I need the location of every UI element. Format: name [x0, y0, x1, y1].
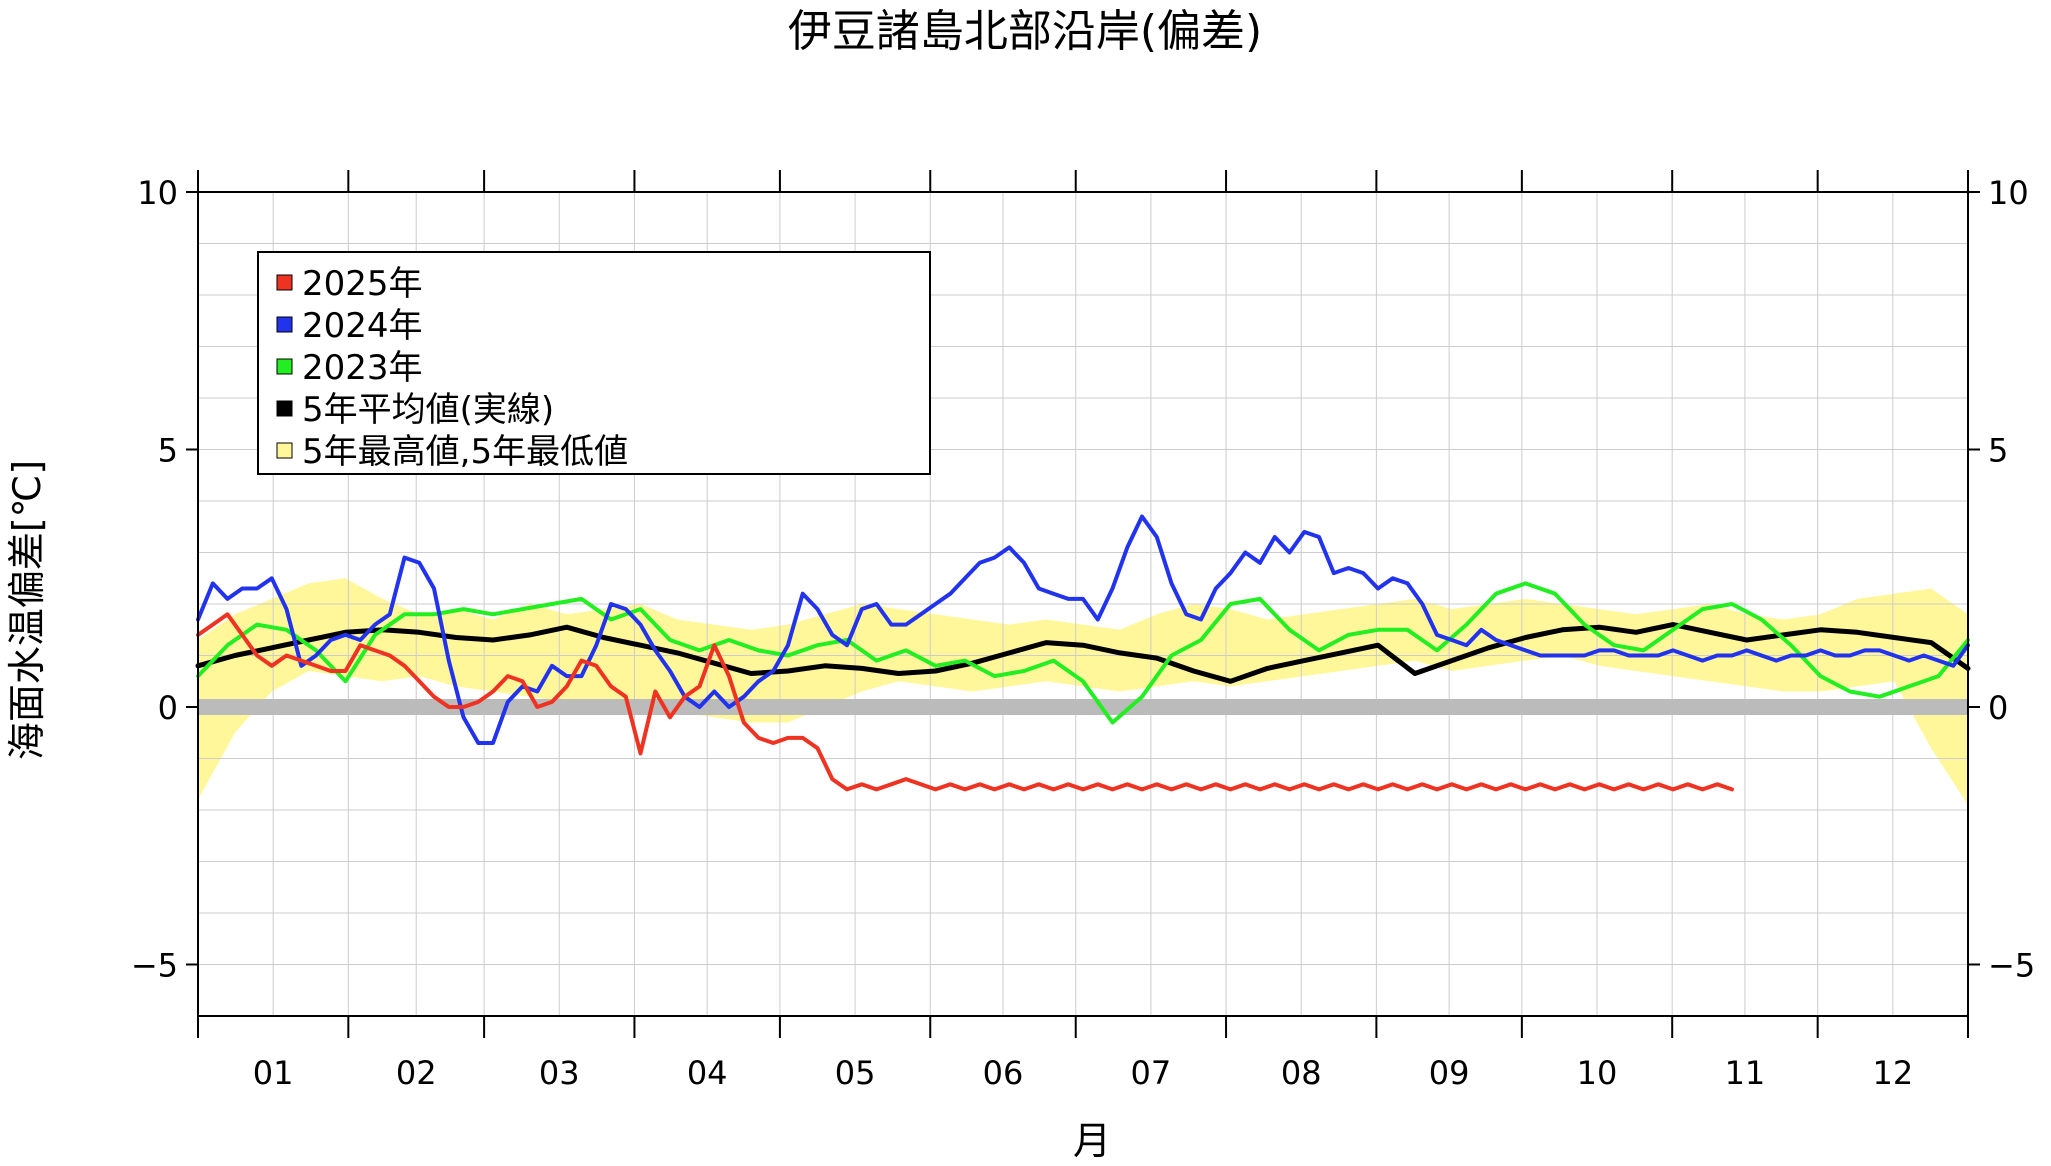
x-tick-label: 10: [1577, 1054, 1618, 1092]
x-tick-label: 12: [1872, 1054, 1913, 1092]
series-line-2023年: [196, 581, 1970, 725]
series-line-5年平均値: [195, 622, 1971, 684]
legend-swatch: [276, 274, 293, 291]
chart-title: 伊豆諸島北部沿岸(偏差): [788, 6, 1262, 57]
y-tick-label-right: 10: [1988, 174, 2029, 212]
y-tick-label-right: 5: [1988, 432, 2008, 470]
y-tick-label-right: 0: [1988, 689, 2008, 727]
legend-swatch: [276, 316, 293, 333]
series-layer: [195, 514, 1971, 792]
band-layer: [198, 578, 1968, 805]
y-tick-label-left: 5: [158, 432, 178, 470]
x-tick-label: 07: [1131, 1054, 1172, 1092]
x-tick-label: 06: [983, 1054, 1024, 1092]
series-line-2024年: [196, 514, 1970, 745]
series-line-2025年: [196, 612, 1734, 792]
legend-box: [257, 251, 931, 475]
x-tick-label: 03: [539, 1054, 580, 1092]
max-min-band: [198, 578, 1968, 805]
plot-frame: [197, 191, 1969, 1017]
legend-swatch: [276, 400, 293, 417]
x-tick-label: 08: [1281, 1054, 1322, 1092]
y-tick-label-left: 10: [137, 174, 178, 212]
legend-label: 2024年: [302, 306, 423, 346]
y-tick-label-left: 0: [158, 689, 178, 727]
legend-swatch: [276, 442, 293, 459]
x-tick-label: 11: [1725, 1054, 1766, 1092]
x-tick-label: 04: [687, 1054, 728, 1092]
y-axis-label: 海面水温偏差[℃]: [5, 460, 49, 760]
legend-label: 5年平均値(実線): [302, 390, 554, 430]
x-axis-label: 月: [1073, 1119, 1111, 1163]
y-tick-label-left: −5: [131, 947, 178, 985]
x-tick-label: 01: [253, 1054, 294, 1092]
y-tick-label-right: −5: [1988, 947, 2035, 985]
x-tick-label: 05: [835, 1054, 876, 1092]
legend-label: 2023年: [302, 348, 423, 388]
legend-label: 2025年: [302, 264, 423, 304]
legend-label: 5年最高値,5年最低値: [302, 432, 628, 472]
x-tick-label: 02: [396, 1054, 437, 1092]
legend-swatch: [276, 358, 293, 375]
zero-line: [198, 699, 1968, 715]
x-tick-label: 09: [1429, 1054, 1470, 1092]
